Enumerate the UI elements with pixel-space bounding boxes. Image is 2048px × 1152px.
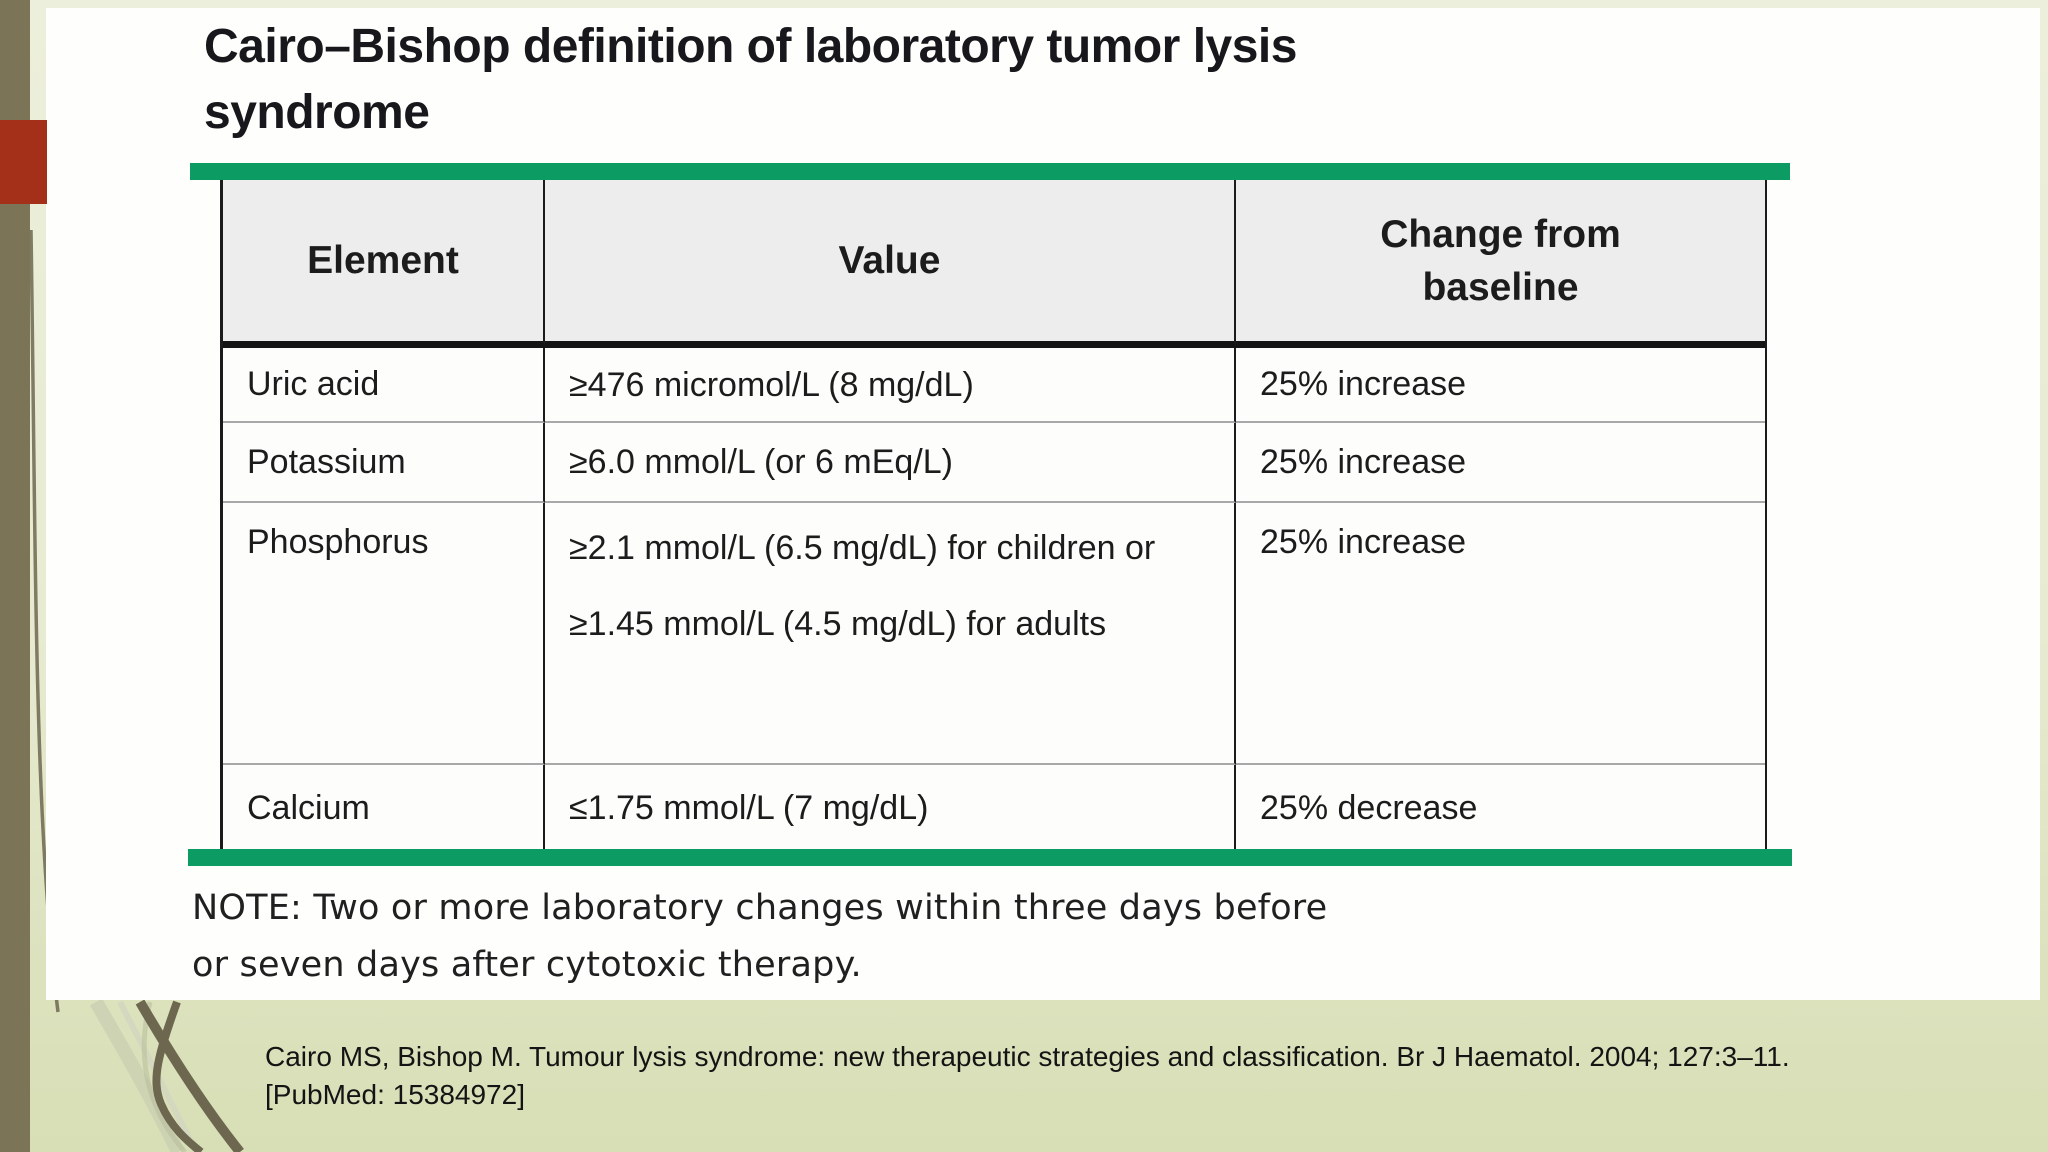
change-cell: 25% decrease [1260, 788, 1478, 827]
value-lines: ≥2.1 mmol/L (6.5 mg/dL) for children or … [569, 523, 1155, 649]
header-cell-change: Change from baseline [1236, 180, 1765, 348]
value-line: ≥6.0 mmol/L (or 6 mEq/L) [569, 443, 953, 481]
citation-line: [PubMed: 15384972] [265, 1079, 525, 1110]
element-cell: Uric acid [223, 348, 545, 423]
value-line: ≥1.45 mmol/L (4.5 mg/dL) for adults [569, 605, 1107, 643]
value-cell: ≥2.1 mmol/L (6.5 mg/dL) for children or … [545, 503, 1236, 765]
value-line: ≤1.75 mmol/L (7 mg/dL) [569, 789, 929, 827]
citation-text: Cairo MS, Bishop M. Tumour lysis syndrom… [265, 1038, 1965, 1114]
header-label: Element [307, 239, 459, 282]
value-line: ≥2.1 mmol/L (6.5 mg/dL) for children or [569, 529, 1156, 567]
header-label: Change from baseline [1380, 212, 1621, 309]
table-top-accent-bar [190, 163, 1790, 180]
change-cell: 25% increase [1236, 348, 1765, 423]
header-label: Value [838, 239, 941, 282]
element-cell: Potassium [223, 423, 545, 503]
value-cell: ≥6.0 mmol/L (or 6 mEq/L) [545, 423, 1236, 503]
red-accent-square [0, 120, 47, 204]
note-text: NOTE: Two or more laboratory changes wit… [192, 880, 1692, 994]
change-cell: 25% increase [1236, 423, 1765, 503]
value-cell: ≥476 micromol/L (8 mg/dL) [545, 348, 1236, 423]
value-line: ≥476 micromol/L (8 mg/dL) [569, 365, 974, 404]
note-line: or seven days after cytotoxic therapy. [192, 945, 862, 985]
page-title: Cairo–Bishop definition of laboratory tu… [204, 20, 1297, 139]
note-line: NOTE: Two or more laboratory changes wit… [192, 888, 1328, 928]
element-cell: Phosphorus [223, 503, 545, 765]
citation-line: Cairo MS, Bishop M. Tumour lysis syndrom… [265, 1041, 1790, 1072]
value-cell: ≤1.75 mmol/L (7 mg/dL) [545, 765, 1236, 851]
tls-table: Element Value Change from baseline Uric … [220, 180, 1767, 851]
header-cell-value: Value [545, 180, 1236, 348]
element-cell: Calcium [223, 765, 545, 851]
table-bottom-accent-bar [188, 849, 1792, 866]
header-cell-element: Element [223, 180, 545, 348]
change-cell: 25% increase [1236, 503, 1765, 765]
